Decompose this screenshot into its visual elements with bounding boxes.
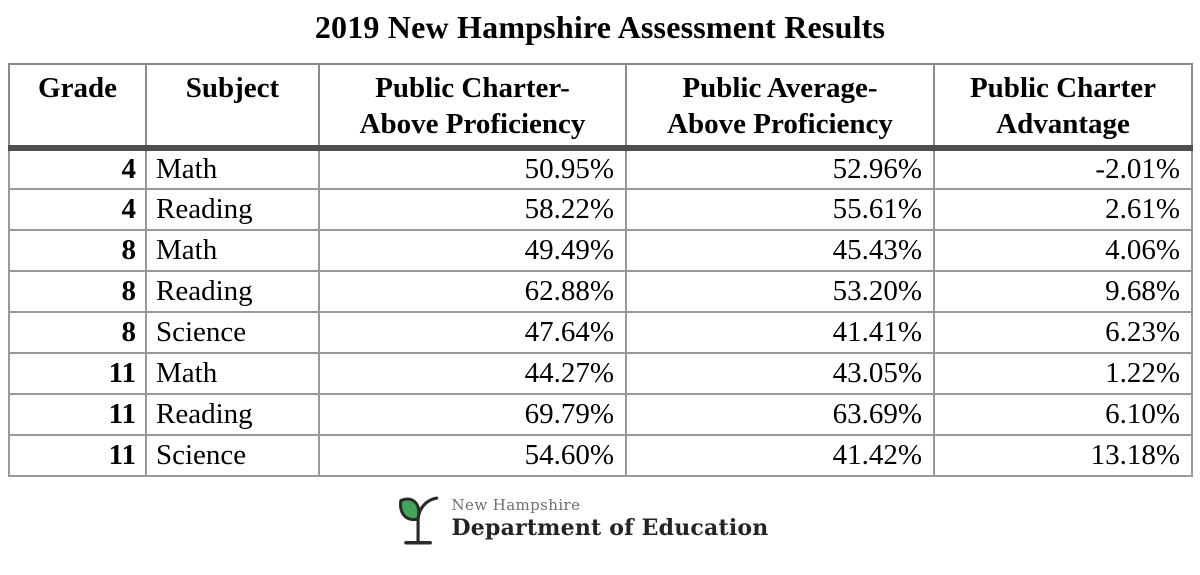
org-name-small: New Hampshire	[451, 496, 581, 514]
org-name-large: Department of Education	[451, 515, 769, 541]
page-title: 2019 New Hampshire Assessment Results	[314, 9, 886, 45]
grade-cell: 8	[8, 311, 147, 354]
subject-cell: Science	[145, 311, 320, 354]
grade-cell: 8	[8, 270, 147, 313]
column-header-average-above-proficiency: Public Average- Above Proficiency	[625, 63, 935, 151]
table-header: Grade Subject Public Charter- Above Prof…	[8, 63, 1193, 151]
charter-proficiency-cell: 54.60%	[318, 434, 627, 477]
subject-cell: Science	[145, 434, 320, 477]
grade-cell: 4	[8, 147, 147, 190]
table-row: 11 Science 54.60% 41.42% 13.18%	[8, 434, 1193, 477]
column-header-charter-advantage: Public Charter Advantage	[933, 63, 1193, 151]
grade-cell: 8	[8, 229, 147, 272]
table-row: 8 Reading 62.88% 53.20% 9.68%	[8, 270, 1193, 313]
column-header-charter-above-proficiency: Public Charter- Above Proficiency	[318, 63, 627, 151]
org-name-block: New Hampshire Department of Education	[452, 490, 769, 541]
average-proficiency-cell: 41.41%	[625, 311, 935, 354]
nh-doe-logo: New Hampshire Department of Education	[0, 490, 1182, 546]
charter-proficiency-cell: 49.49%	[318, 229, 627, 272]
grade-cell: 11	[8, 434, 147, 477]
charter-advantage-cell: -2.01%	[933, 147, 1193, 190]
charter-advantage-cell: 6.23%	[933, 311, 1193, 354]
average-proficiency-cell: 43.05%	[625, 352, 935, 395]
grade-cell: 11	[8, 352, 147, 395]
charter-proficiency-cell: 47.64%	[318, 311, 627, 354]
grade-cell: 11	[8, 393, 147, 436]
header-row: Grade Subject Public Charter- Above Prof…	[8, 63, 1193, 151]
charter-proficiency-cell: 58.22%	[318, 188, 627, 231]
average-proficiency-cell: 45.43%	[625, 229, 935, 272]
subject-cell: Math	[145, 229, 320, 272]
column-header-subject: Subject	[145, 63, 320, 151]
average-proficiency-cell: 63.69%	[625, 393, 935, 436]
charter-advantage-cell: 2.61%	[933, 188, 1193, 231]
table-row: 8 Science 47.64% 41.41% 6.23%	[8, 311, 1193, 354]
charter-proficiency-cell: 50.95%	[318, 147, 627, 190]
sprout-leaf	[398, 497, 420, 522]
table-row: 11 Reading 69.79% 63.69% 6.10%	[8, 393, 1193, 436]
table-row: 4 Math 50.95% 52.96% -2.01%	[8, 147, 1193, 190]
average-proficiency-cell: 55.61%	[625, 188, 935, 231]
subject-cell: Reading	[145, 393, 320, 436]
sprout-icon	[398, 496, 438, 545]
average-proficiency-cell: 41.42%	[625, 434, 935, 477]
charter-advantage-cell: 9.68%	[933, 270, 1193, 313]
column-header-grade: Grade	[8, 63, 147, 151]
subject-cell: Reading	[145, 188, 320, 231]
sprout-stem	[416, 496, 438, 544]
charter-proficiency-cell: 44.27%	[318, 352, 627, 395]
grade-cell: 4	[8, 188, 147, 231]
table-row: 8 Math 49.49% 45.43% 4.06%	[8, 229, 1193, 272]
subject-cell: Math	[145, 352, 320, 395]
charter-proficiency-cell: 62.88%	[318, 270, 627, 313]
charter-advantage-cell: 4.06%	[933, 229, 1193, 272]
subject-cell: Reading	[145, 270, 320, 313]
subject-cell: Math	[145, 147, 320, 190]
table-row: 11 Math 44.27% 43.05% 1.22%	[8, 352, 1193, 395]
charter-advantage-cell: 6.10%	[933, 393, 1193, 436]
charter-proficiency-cell: 69.79%	[318, 393, 627, 436]
average-proficiency-cell: 52.96%	[625, 147, 935, 190]
assessment-results-table: Grade Subject Public Charter- Above Prof…	[8, 63, 1193, 477]
charter-advantage-cell: 1.22%	[933, 352, 1193, 395]
table-body: 4 Math 50.95% 52.96% -2.01% 4 Reading 58…	[8, 147, 1193, 477]
average-proficiency-cell: 53.20%	[625, 270, 935, 313]
table-row: 4 Reading 58.22% 55.61% 2.61%	[8, 188, 1193, 231]
charter-advantage-cell: 13.18%	[933, 434, 1193, 477]
